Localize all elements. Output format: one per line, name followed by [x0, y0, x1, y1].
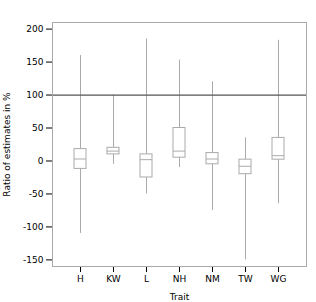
svg-text:Ratio of estimates in %: Ratio of estimates in %	[2, 92, 12, 197]
svg-text:Trait: Trait	[169, 292, 190, 302]
svg-text:0: 0	[38, 156, 44, 166]
svg-text:200: 200	[26, 24, 43, 34]
svg-text:L: L	[144, 274, 149, 284]
svg-text:TW: TW	[237, 274, 252, 284]
svg-text:H: H	[77, 274, 84, 284]
svg-text:NH: NH	[173, 274, 187, 284]
svg-text:WG: WG	[271, 274, 287, 284]
svg-text:100: 100	[26, 90, 43, 100]
svg-text:-100: -100	[23, 222, 44, 232]
svg-text:NM: NM	[205, 274, 220, 284]
svg-text:KW: KW	[106, 274, 121, 284]
svg-text:50: 50	[32, 123, 44, 133]
svg-text:-50: -50	[29, 189, 44, 199]
svg-text:150: 150	[26, 57, 43, 67]
svg-text:-150: -150	[23, 255, 44, 265]
